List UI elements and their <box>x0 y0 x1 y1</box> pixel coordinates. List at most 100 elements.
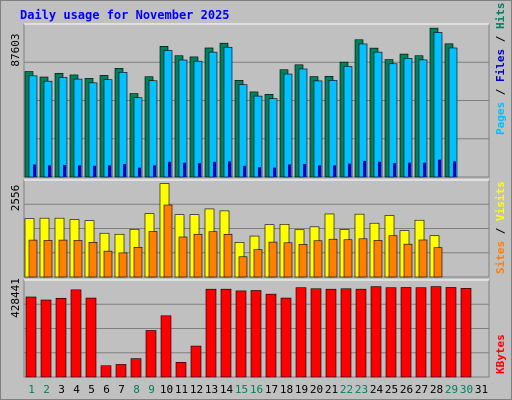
pages-bar <box>333 165 336 177</box>
pages-bar <box>393 163 396 177</box>
sites-bar <box>133 246 143 278</box>
pages-bar <box>258 167 261 177</box>
kbytes-bar <box>460 288 472 378</box>
sites-bar <box>148 231 158 278</box>
files-bar <box>418 59 428 178</box>
day-label: 26 <box>400 383 413 396</box>
files-bar <box>178 59 188 178</box>
pages-bar <box>348 163 351 177</box>
day-label: 25 <box>385 383 398 396</box>
sites-bar <box>73 240 83 278</box>
files-bar <box>388 63 398 178</box>
pages-bar <box>123 164 126 177</box>
pages-bar <box>78 165 81 177</box>
sites-bar <box>328 238 338 278</box>
kbytes-bar <box>175 361 187 378</box>
kbytes-bar <box>85 297 97 378</box>
sites-bar <box>313 240 323 278</box>
legends: Pages / Files / Hits Sites / Visits KBytes <box>494 3 507 375</box>
day-label: 15 <box>235 383 248 396</box>
pages-bar <box>378 161 381 177</box>
day-label: 9 <box>148 383 155 396</box>
day-label: 30 <box>460 383 473 396</box>
files-bar <box>103 79 113 178</box>
legend-hits: Hits <box>494 3 507 30</box>
kbytes-bar <box>25 296 37 378</box>
pages-bar <box>168 161 171 177</box>
day-label: 23 <box>355 383 368 396</box>
kbytes-bar <box>280 297 292 378</box>
day-label: 10 <box>160 383 173 396</box>
pages-bar <box>48 165 51 177</box>
day-label: 18 <box>280 383 293 396</box>
sites-bar <box>163 204 173 278</box>
files-bar <box>448 47 458 178</box>
sites-bar <box>343 239 353 278</box>
pages-bar <box>228 161 231 177</box>
kbytes-bar <box>385 287 397 378</box>
files-bar <box>328 80 338 178</box>
day-label: 22 <box>340 383 353 396</box>
pages-bar <box>108 165 111 177</box>
sites-bar <box>178 236 188 278</box>
top-ymax-label: 87603 <box>9 33 22 66</box>
files-bar <box>88 82 98 178</box>
kbytes-bar <box>115 364 127 378</box>
kbytes-bar <box>190 345 202 378</box>
legend-visits: Visits <box>494 181 507 221</box>
legend-kbytes: KBytes <box>494 334 507 374</box>
kbytes-bar <box>400 287 412 378</box>
mid-ymax-label: 2556 <box>9 185 22 212</box>
files-bar <box>253 95 263 178</box>
pages-bar <box>318 165 321 177</box>
kbytes-bar <box>235 290 247 378</box>
day-label: 7 <box>118 383 125 396</box>
files-bar <box>118 72 128 178</box>
pages-bar <box>363 160 366 177</box>
day-label: 19 <box>295 383 308 396</box>
day-label: 3 <box>58 383 65 396</box>
files-bar <box>133 97 143 178</box>
day-label: 5 <box>88 383 95 396</box>
panel-kbytes: 428441 <box>9 278 490 378</box>
pages-bar <box>408 162 411 177</box>
files-bar <box>298 68 308 178</box>
files-bar <box>238 84 248 178</box>
kbytes-bar <box>415 287 427 378</box>
legend-pages: Pages <box>494 102 507 135</box>
kbytes-bar <box>220 288 232 378</box>
bot-ymax-label: 428441 <box>9 278 22 318</box>
pages-bar <box>288 164 291 177</box>
day-label: 14 <box>220 383 234 396</box>
files-bar <box>73 78 83 178</box>
pages-bar <box>183 162 186 177</box>
files-bar <box>223 46 233 178</box>
sites-bar <box>433 247 443 278</box>
sites-bar <box>193 233 203 278</box>
kbytes-bar <box>145 330 157 378</box>
kbytes-bar <box>250 290 262 378</box>
day-label: 27 <box>415 383 428 396</box>
files-bar <box>433 32 443 178</box>
files-bar <box>193 60 203 178</box>
pages-bar <box>273 167 276 177</box>
sites-bar <box>298 244 308 278</box>
files-bar <box>163 50 173 178</box>
sites-bar <box>358 238 368 278</box>
kbytes-bar <box>55 297 67 378</box>
sites-bar <box>388 235 398 278</box>
files-bar <box>313 80 323 178</box>
files-bar <box>58 77 68 178</box>
files-bar <box>373 51 383 178</box>
day-label: 4 <box>73 383 80 396</box>
legend-bot: KBytes <box>494 334 507 374</box>
sites-bar <box>418 239 428 278</box>
kbytes-bar <box>130 358 142 378</box>
day-label: 12 <box>190 383 203 396</box>
kbytes-bar <box>370 286 382 378</box>
kbytes-bar <box>100 365 112 378</box>
sites-bar <box>103 250 113 278</box>
pages-bar <box>153 165 156 177</box>
kbytes-bar <box>70 289 82 378</box>
kbytes-bar <box>430 286 442 378</box>
